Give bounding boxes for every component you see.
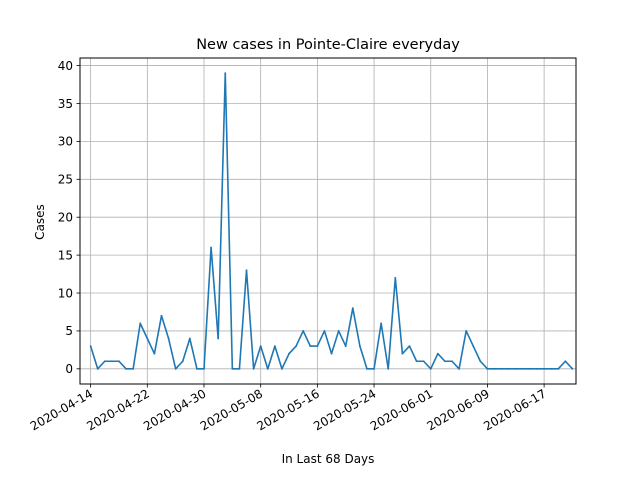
data-point <box>217 337 220 340</box>
data-point <box>543 367 546 370</box>
data-point <box>245 269 248 272</box>
data-point <box>203 367 205 370</box>
data-point <box>458 367 460 370</box>
data-point <box>132 367 135 370</box>
data-point <box>422 360 425 363</box>
data-point <box>380 322 383 325</box>
data-point <box>408 345 411 347</box>
y-tick-label: 30 <box>58 135 73 149</box>
data-point <box>146 337 149 340</box>
data-point <box>571 367 574 370</box>
data-point <box>444 360 446 363</box>
data-point <box>125 367 127 370</box>
data-point <box>259 345 262 347</box>
data-point <box>429 367 432 370</box>
y-tick-label: 0 <box>65 362 73 376</box>
data-point <box>174 367 177 370</box>
data-point <box>89 345 92 347</box>
data-point <box>110 360 113 363</box>
plot-frame <box>79 57 577 385</box>
data-point <box>273 345 276 347</box>
data-point <box>330 352 333 355</box>
data-point <box>514 367 517 370</box>
y-tick-label: 15 <box>58 248 73 262</box>
data-point <box>550 367 553 370</box>
x-tick-label: 2020-06-09 <box>425 386 492 433</box>
data-point <box>387 367 390 370</box>
y-tick-label: 40 <box>58 59 73 73</box>
data-point <box>295 345 298 347</box>
data-point <box>337 330 340 332</box>
x-tick-label: 2020-05-16 <box>254 386 321 433</box>
data-point <box>309 345 312 347</box>
chart-title: New cases in Pointe-Claire everyday <box>196 37 460 53</box>
data-point <box>479 360 482 363</box>
grid <box>80 58 576 384</box>
data-point <box>451 360 453 363</box>
data-point <box>103 360 106 363</box>
data-point <box>415 360 418 363</box>
data-point <box>366 367 368 370</box>
data-point <box>394 276 397 279</box>
x-tick-label: 2020-05-24 <box>311 386 378 433</box>
data-point <box>288 352 290 355</box>
data-point <box>344 345 347 347</box>
data-point <box>139 322 142 325</box>
data-point <box>557 367 560 370</box>
data-point <box>210 246 212 249</box>
x-axis-label: In Last 68 Days <box>282 452 375 466</box>
data-point <box>465 330 468 332</box>
x-tick-label: 2020-04-14 <box>28 386 95 433</box>
x-tick-label: 2020-05-08 <box>198 386 265 433</box>
data-point <box>196 367 198 370</box>
data-point <box>181 360 184 363</box>
data-point <box>160 314 163 317</box>
x-tick-label: 2020-04-22 <box>84 386 151 433</box>
data-point <box>493 367 496 370</box>
data-point <box>536 367 538 370</box>
data-point <box>507 367 510 370</box>
data-point <box>500 367 503 370</box>
y-tick-label: 25 <box>58 173 73 187</box>
data-point <box>564 360 567 363</box>
y-axis-label: Cases <box>33 204 47 240</box>
y-tick-label: 5 <box>65 324 73 338</box>
data-point <box>521 367 524 370</box>
data-point <box>472 345 475 347</box>
data-point <box>281 367 283 370</box>
data-point <box>252 367 255 370</box>
ticks: 2020-04-142020-04-222020-04-302020-05-08… <box>28 59 549 434</box>
y-tick-label: 35 <box>58 97 73 111</box>
x-tick-label: 2020-06-01 <box>368 386 435 433</box>
series <box>89 72 574 370</box>
data-point <box>436 352 439 355</box>
y-tick-label: 20 <box>58 211 73 225</box>
data-point <box>266 367 269 370</box>
data-point <box>373 367 375 370</box>
data-point <box>358 345 361 347</box>
data-point <box>224 72 227 75</box>
x-tick-label: 2020-04-30 <box>141 386 208 433</box>
series-line <box>89 72 574 370</box>
data-point <box>323 330 326 332</box>
data-point <box>238 367 241 370</box>
data-point <box>96 367 99 370</box>
data-point <box>231 367 234 370</box>
data-point <box>401 352 404 355</box>
data-point <box>316 345 319 347</box>
y-tick-label: 10 <box>58 286 73 300</box>
data-point <box>351 307 354 310</box>
data-point <box>302 330 305 332</box>
data-point <box>529 367 531 370</box>
x-tick-label: 2020-06-17 <box>481 386 548 433</box>
data-point <box>118 360 120 363</box>
data-point <box>486 367 489 370</box>
data-point <box>188 337 191 340</box>
data-point <box>153 352 156 355</box>
data-point <box>167 337 170 340</box>
